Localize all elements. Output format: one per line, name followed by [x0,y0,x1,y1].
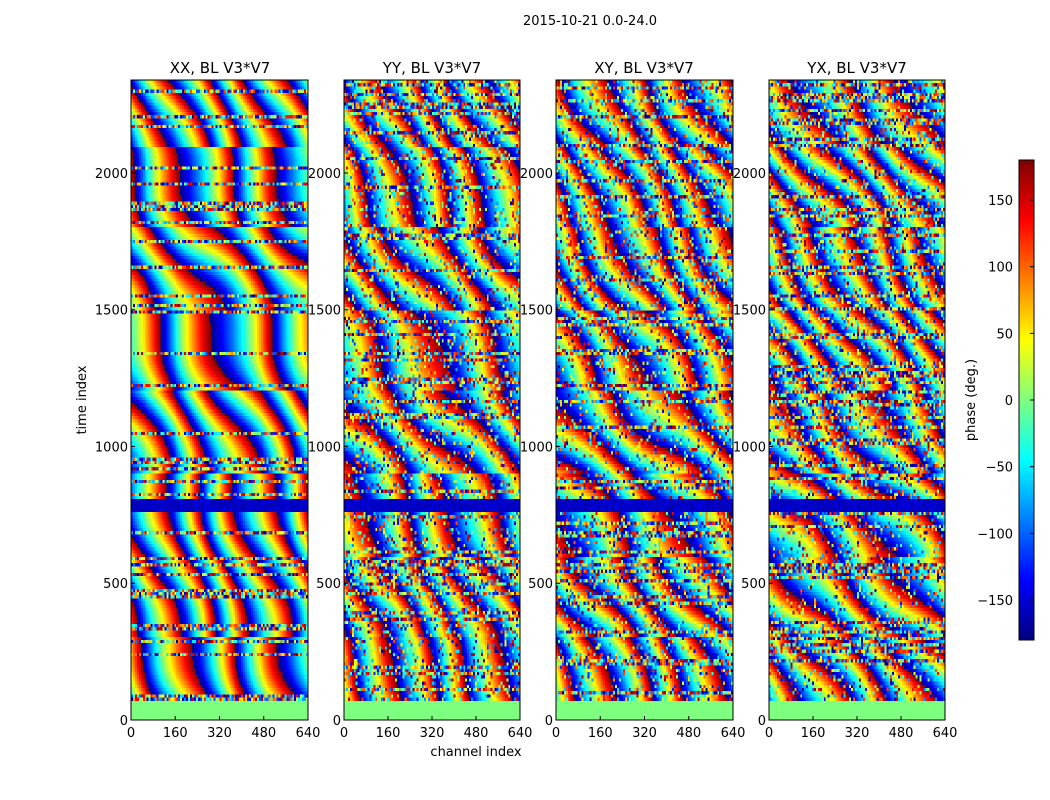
y-tick-label: 1000 [733,440,766,455]
y-tick-label: 0 [545,714,553,729]
x-tick-label: 0 [552,726,560,741]
x-axis-label: channel index [430,745,521,760]
x-tick-label: 160 [376,726,401,741]
panel-xx: XX, BL V3*V7 [130,59,309,721]
panel-yx: YX, BL V3*V7 [768,59,946,721]
x-tick-label: 0 [765,726,773,741]
colorbar-tick-label: 150 [988,194,1013,209]
x-tick-label: 480 [676,726,701,741]
x-tick-label: 480 [464,726,489,741]
x-tick-label: 160 [588,726,613,741]
y-tick-label: 2000 [95,167,128,182]
colorbar-tick-label: −150 [977,594,1013,609]
colorbar-tick-label: 100 [988,261,1013,276]
panel-title-xx: XX, BL V3*V7 [170,59,271,77]
x-tick-label: 640 [721,726,746,741]
x-tick-label: 480 [251,726,276,741]
heatmap-image [769,80,945,720]
y-tick-label: 500 [741,577,766,592]
y-tick-label: 1500 [308,304,341,319]
heatmap-yx [769,80,945,720]
colorbar-gradient [1019,160,1034,640]
x-tick-label: 320 [207,726,232,741]
y-tick-label: 2000 [520,167,553,182]
figure-suptitle: 2015-10-21 0.0-24.0 [523,14,657,29]
x-tick-label: 320 [632,726,657,741]
heatmap-yy [344,80,520,720]
x-tick-label: 320 [420,726,445,741]
colorbar: −150 −100 −50 0 50 100 150 phase (deg.) [964,159,1035,641]
panel-title-yy: YY, BL V3*V7 [382,59,481,77]
y-tick-label: 0 [333,714,341,729]
y-axis-label: time index [75,365,90,434]
y-tick-label: 500 [103,577,128,592]
heatmap-xy [556,80,733,720]
panel-title-yx: YX, BL V3*V7 [806,59,907,77]
heatmap-image [131,80,308,720]
y-tick-label: 2000 [308,167,341,182]
colorbar-tick-label: −50 [986,461,1013,476]
y-tick-label: 2000 [733,167,766,182]
x-tick-label: 320 [845,726,870,741]
y-tick-label: 500 [316,577,341,592]
y-tick-label: 1000 [308,440,341,455]
panel-xy: XY, BL V3*V7 [555,59,734,721]
panel-yy: YY, BL V3*V7 [343,59,521,721]
x-tick-label: 640 [508,726,533,741]
y-tick-label: 0 [758,714,766,729]
x-tick-label: 160 [163,726,188,741]
heatmap-xx [131,80,308,720]
x-tick-label: 480 [889,726,914,741]
heatmap-image [344,80,520,720]
y-tick-label: 1000 [520,440,553,455]
colorbar-tick-label: −100 [977,527,1013,542]
colorbar-ticks: −150 −100 −50 0 50 100 150 [977,194,1034,609]
y-tick-label: 1500 [733,304,766,319]
y-tick-label: 500 [528,577,553,592]
heatmap-image [556,80,733,720]
x-tick-label: 640 [296,726,321,741]
axis-ticks: 0 160 320 480 640 0 500 1000 1500 2000 0 160 320 480 6… [95,167,958,741]
x-tick-label: 0 [127,726,135,741]
y-tick-label: 1500 [95,304,128,319]
colorbar-label: phase (deg.) [964,359,979,441]
colorbar-tick-label: 0 [1005,394,1013,409]
panel-title-xy: XY, BL V3*V7 [594,59,694,77]
y-tick-label: 1000 [95,440,128,455]
x-tick-label: 160 [801,726,826,741]
colorbar-tick-label: 50 [996,327,1013,342]
y-tick-label: 1500 [520,304,553,319]
x-tick-label: 0 [340,726,348,741]
x-tick-label: 640 [933,726,958,741]
y-tick-label: 0 [120,714,128,729]
